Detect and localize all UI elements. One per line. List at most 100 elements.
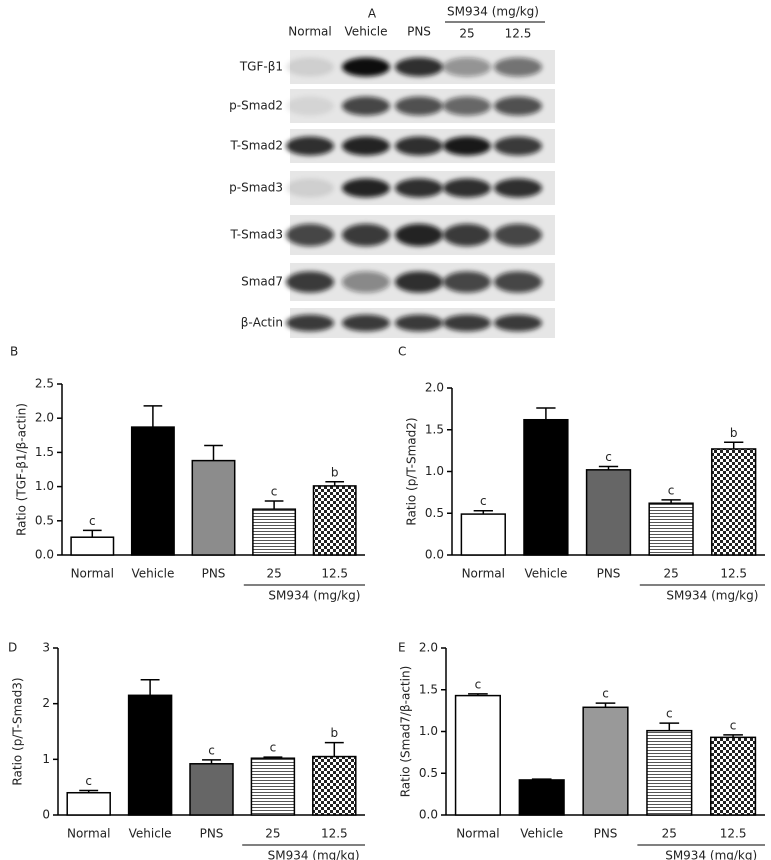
y-axis-label: Ratio (TGF-β1/β-actin) [15,403,29,536]
panel-label: C [398,345,406,359]
blot-band [494,178,542,198]
panel-label: D [8,641,17,655]
x-tick-label: 12.5 [720,827,747,841]
blot-band [342,136,390,156]
x-tick-label: 12.5 [321,567,348,581]
x-tick-label: PNS [597,567,621,581]
blot-band [342,314,390,332]
bar [189,763,234,816]
blot-band [342,178,390,198]
blot-band [286,57,334,77]
blot-band [395,57,443,77]
blot-band [286,96,334,116]
blot-band [342,271,390,293]
chart: C Ratio (p/T-Smad2) 0.0 0.5 1.0 1.5 2.0 c Normal… [398,345,765,603]
y-tick-label: 1.5 [425,422,444,436]
blot-band [342,96,390,116]
annotation: c [480,494,487,508]
x-tick-label: Vehicle [520,827,563,841]
x-tick-label: 25 [266,567,281,581]
blot-band [395,314,443,332]
y-axis-label: Ratio (p/T-Smad2) [405,417,419,525]
y-tick-label: 1.0 [419,724,438,738]
bar [460,513,506,556]
y-tick-label: 1.0 [425,464,444,478]
y-tick-label: 2 [42,696,50,710]
blot-band [395,136,443,156]
blot-band [395,271,443,293]
y-tick-label: 0.0 [35,548,54,562]
row-label: β-Actin [241,316,283,330]
y-tick-label: 2.0 [425,381,444,395]
blot-band [443,314,491,332]
y-tick-label: 0.5 [425,506,444,520]
bar [66,791,111,816]
x-tick-label: Normal [71,567,114,581]
bar [250,757,296,816]
bar [252,508,297,556]
x-tick-label: PNS [200,827,224,841]
annotation: c [208,743,215,757]
row-label: Smad7 [241,275,283,289]
blot-band [443,57,491,77]
blot-band [443,136,491,156]
x-tick-label: 12.5 [321,827,348,841]
x-tick-label: PNS [594,827,618,841]
x-tick-label: Vehicle [129,827,172,841]
row-label: p-Smad3 [229,181,283,195]
annotation: c [730,718,737,732]
blot-band [494,57,542,77]
annotation: c [85,774,92,788]
annotation: c [89,514,96,528]
group-label: SM934 (mg/kg) [665,849,757,860]
y-tick-label: 0.0 [425,548,444,562]
bar [127,694,173,816]
blot-band [286,136,334,156]
y-axis-label: Ratio (Smad7/β-actin) [399,666,413,798]
bar [454,694,501,816]
x-tick-label: Normal [67,827,110,841]
blot-band [342,223,390,247]
panel-label: B [10,345,18,359]
bar [312,485,357,556]
bar [582,706,629,816]
bar [191,459,236,556]
annotation: b [331,465,339,479]
y-tick-label: 2.0 [419,641,438,655]
bar [130,426,175,556]
annotation: c [475,677,482,691]
y-tick-label: 0.5 [419,766,438,780]
annotation: c [270,741,277,755]
chart: E Ratio (Smad7/β-actin) 0.0 0.5 1.0 1.5 2.0 c No… [398,641,765,860]
panel-label: E [398,641,406,655]
y-axis-label: Ratio (p/T-Smad3) [11,677,25,785]
bar [523,418,569,556]
annotation: c [602,687,609,701]
group-label: SM934 (mg/kg) [268,849,360,860]
blot-band [443,178,491,198]
annotation: b [330,726,338,740]
blot-band [494,271,542,293]
lane-label: Normal [288,25,331,39]
bar [312,755,357,816]
y-tick-label: 1.5 [35,445,54,459]
annotation: b [730,426,738,440]
annotation: c [271,484,278,498]
blot-band [395,96,443,116]
annotation: c [668,483,675,497]
y-tick-label: 0.5 [35,513,54,527]
row-label: T-Smad2 [230,139,283,153]
x-tick-label: 25 [662,827,677,841]
blot-band [286,178,334,198]
x-tick-label: Vehicle [524,567,567,581]
blot-band [443,271,491,293]
blot-band [494,314,542,332]
lane-label: PNS [407,25,431,39]
y-tick-label: 1 [42,752,50,766]
row-label: p-Smad2 [229,99,283,113]
x-tick-label: 12.5 [720,567,747,581]
bar [70,536,115,556]
blot-band [286,271,334,293]
y-tick-label: 0 [42,808,50,822]
lane-label: 25 [459,27,474,41]
